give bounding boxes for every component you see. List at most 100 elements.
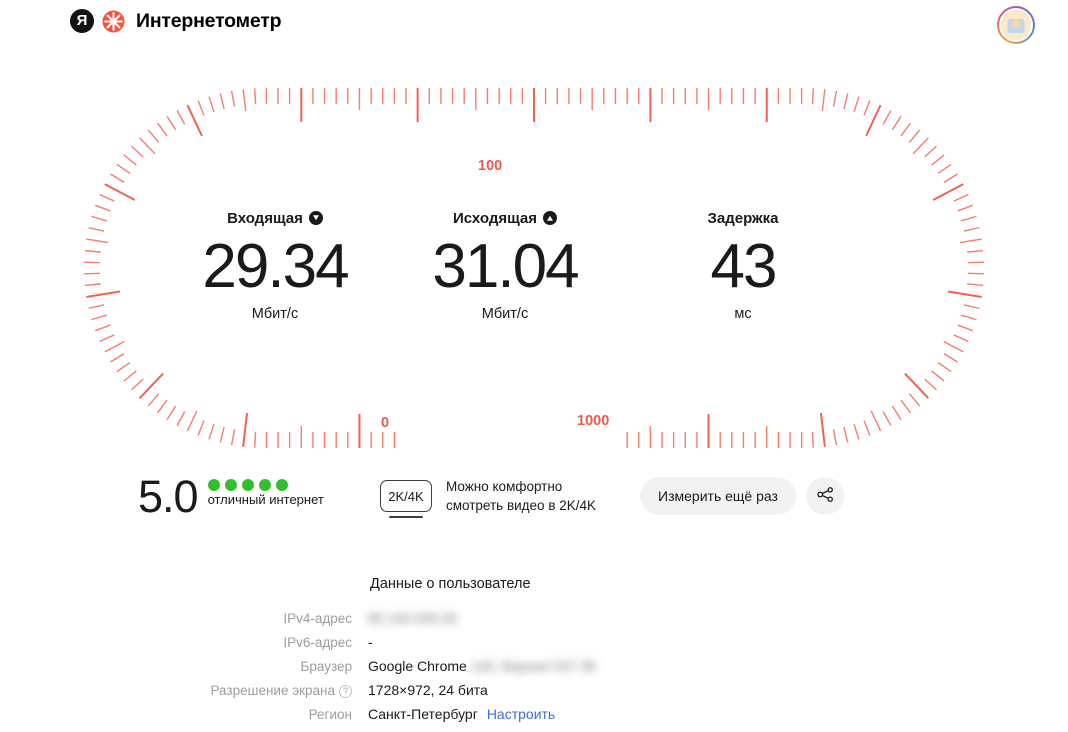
gauge-tick-minor [197,100,205,116]
user-info-title: Данные о пользователе [370,576,531,592]
gauge-tick-minor [943,341,964,353]
user-info-table: IPv4-адрес 85.140.000.00 IPv6-адрес - Браузе… [0,606,1068,726]
gauge-tick-minor [821,89,826,112]
summary-row: 5.0 отличный интернет 2K/4K Можно комфор… [0,468,1068,530]
info-row-value: - [360,630,1068,654]
rating-block: 5.0 отличный интернет [138,472,324,522]
question-icon[interactable]: ? [339,684,352,698]
gauge-tick-minor [937,163,952,175]
gauge-tick-minor [166,115,177,131]
gauge-tick-minor [95,324,111,332]
asterisk-icon [102,10,125,33]
gauge-tick-minor [254,88,257,105]
scale-label-top: 100 [478,158,503,174]
scale-label-thousand: 1000 [577,413,610,429]
gauge-tick-minor [957,324,973,332]
metric-upload-label: Исходящая [452,209,538,227]
value-text: Google Chrome [368,658,467,674]
arrow-up-icon [543,211,558,225]
rating-dot [258,479,271,491]
rating-dots [207,479,324,491]
gauge-tick-minor [811,88,814,105]
avatar-image [999,8,1033,42]
page-header: Я Интернетометр [0,0,1068,50]
metrics-row: Входящая 29.34 Мбит/с Исходящая 31.04 Мб… [0,208,1068,323]
gauge-tick-minor [186,410,198,432]
rating-score: 5.0 [138,471,199,522]
info-row-label: Браузер [300,658,352,674]
metric-download-value: 29.34 [202,232,349,301]
gauge-tick-minor [963,226,980,232]
gauge-tick-minor [953,334,969,343]
gauge-tick-minor [84,249,101,253]
gauge-tick-minor [208,423,215,440]
info-row-value: 1728×972, 24 бита [360,678,1068,702]
value-text: - [368,634,373,650]
gauge-tick-minor [908,129,921,143]
gauge-tick-minor [197,420,205,436]
gauge-tick-minor [967,272,984,275]
gauge-tick-minor [219,426,225,443]
info-row: IPv6-адрес - [0,630,1068,654]
share-icon [816,485,835,507]
gauge-tick-minor [811,431,814,448]
metric-upload-value: 31.04 [432,232,579,301]
gauge-tick-minor [882,110,892,125]
gauge-tick-minor [882,411,892,426]
gauge-tick-minor [924,145,937,158]
page-title: Интернетометр [136,9,282,32]
gauge-tick-minor [156,399,168,414]
info-row-value: 85.140.000.00 [360,606,1068,630]
info-row: Браузер Google Chrome 140, Версия 537.36 [0,654,1068,678]
gauge-tick-minor [957,204,973,212]
gauge-tick-minor [924,378,937,391]
redacted-value: 140, Версия 537.36 [466,658,596,674]
gauge-tick-minor [943,353,958,363]
gauge-tick-major [904,372,930,399]
gauge-tick-minor [156,122,168,137]
metric-upload-header: Исходящая [390,208,620,228]
gauge-tick-minor [86,238,109,244]
gauge-tick-major [138,372,164,399]
info-row: IPv4-адрес 85.140.000.00 [0,606,1068,630]
metric-download: Входящая 29.34 Мбит/с [160,208,390,323]
info-row-label: Регион [308,706,352,722]
gauge-tick-minor [242,89,247,112]
logo-group[interactable]: Я Интернетометр [70,9,281,33]
gauge-tick-minor [131,378,144,391]
gauge-tick-minor [853,96,860,113]
configure-region-link[interactable]: Настроить [486,706,556,722]
gauge-ticks [84,88,984,448]
gauge-tick-minor [853,423,860,440]
gauge-tick-minor [963,304,980,310]
gauge-tick-minor [99,334,115,343]
metric-download-unit: Мбит/с [251,306,299,322]
gauge-tick-minor [95,204,111,212]
gauge-tick-major [932,183,964,201]
gauge-tick-minor [208,96,215,113]
yandex-logo-icon: Я [70,9,94,33]
user-avatar[interactable] [997,6,1035,44]
gauge-tick-minor [908,393,921,407]
gauge-tick-minor [84,261,101,264]
gauge-tick-major [947,290,982,298]
gauge-tick-minor [967,283,984,287]
gauge-tick-minor [131,145,144,158]
gauge-tick-minor [967,249,984,253]
gauge-tick-minor [147,129,160,143]
gauge-tick-minor [953,193,969,202]
gauge-tick-minor [960,215,977,222]
gauge-tick-minor [843,426,849,443]
info-row: Регион Санкт-Петербург Настроить [0,702,1068,726]
quality-block: 2K/4K Можно комфортно смотреть видео в 2… [380,477,596,515]
gauge-tick-major [104,183,136,201]
gauge-tick-minor [891,115,902,131]
share-button[interactable] [806,477,844,515]
gauge-tick-minor [959,238,982,244]
gauge-tick-minor [900,399,912,414]
remeasure-button[interactable]: Измерить ещё раз [640,477,796,515]
gauge-tick-minor [254,431,257,448]
gauge-tick-major [86,290,121,298]
metric-download-label: Входящая [227,209,303,227]
gauge-tick-minor [176,110,186,125]
